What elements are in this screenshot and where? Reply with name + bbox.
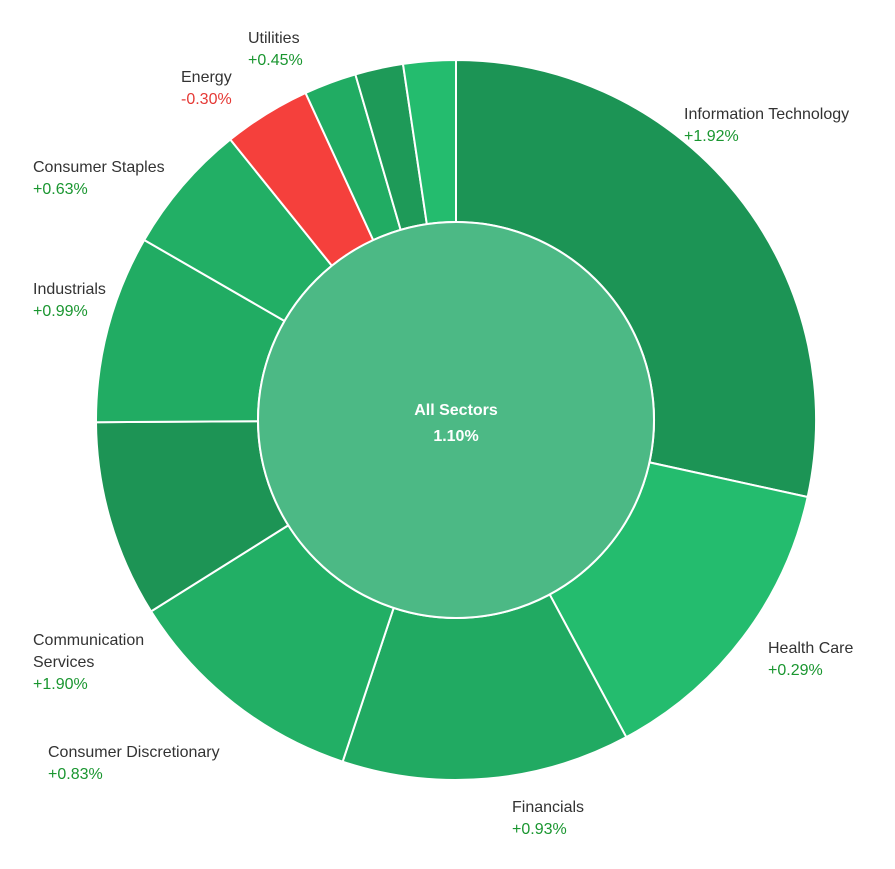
sector-name-consumer-discretionary: Consumer Discretionary [48,744,220,761]
sector-name-communication-services: Communication [33,632,144,649]
sector-name-consumer-staples: Consumer Staples [33,159,165,176]
label-consumer-staples: Consumer Staples +0.63% [33,159,165,198]
sector-change-utilities: +0.45% [248,52,303,69]
label-health-care: Health Care +0.29% [768,640,853,679]
center-label: All Sectors [414,402,498,419]
sector-name-health-care: Health Care [768,640,853,657]
label-information-technology: Information Technology +1.92% [684,106,849,145]
label-communication-services: Communication Services +1.90% [33,632,144,693]
sector-change-information-technology: +1.92% [684,128,739,145]
sector-change-health-care: +0.29% [768,662,823,679]
label-energy: Energy -0.30% [181,69,232,108]
sector-name-industrials: Industrials [33,281,106,298]
sector-name-utilities: Utilities [248,30,300,47]
sector-change-financials: +0.93% [512,821,567,838]
label-consumer-discretionary: Consumer Discretionary +0.83% [48,744,220,783]
center-circle [257,221,655,619]
sector-change-consumer-discretionary: +0.83% [48,766,103,783]
center-value: 1.10% [433,428,478,445]
sector-change-energy: -0.30% [181,91,232,108]
label-industrials: Industrials +0.99% [33,281,106,320]
label-financials: Financials +0.93% [512,799,584,838]
sector-change-consumer-staples: +0.63% [33,181,88,198]
label-utilities: Utilities +0.45% [248,30,303,69]
sector-change-communication-services: +1.90% [33,676,88,693]
sector-name-energy: Energy [181,69,232,86]
sector-name-communication-services: Services [33,654,94,671]
sector-change-industrials: +0.99% [33,303,88,320]
sector-name-information-technology: Information Technology [684,106,849,123]
sector-name-financials: Financials [512,799,584,816]
donut-slices [95,58,817,781]
sector-labels: Information Technology +1.92% Health Care +… [33,30,853,838]
